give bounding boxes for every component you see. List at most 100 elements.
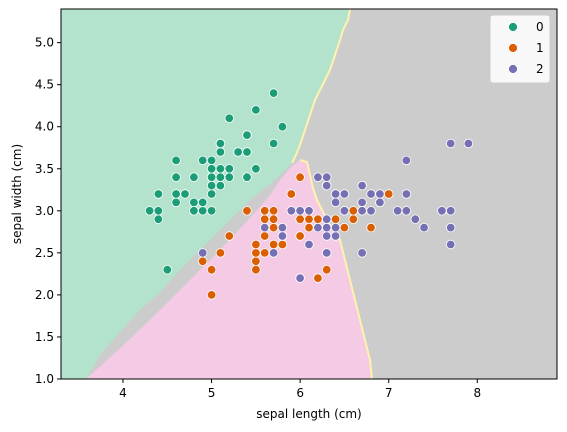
point-class-0 [171, 197, 181, 208]
x-tick-label: 5 [208, 386, 216, 400]
point-class-1 [260, 206, 270, 216]
point-class-1 [260, 214, 270, 224]
point-class-2 [366, 189, 376, 199]
legend-label-1: 1 [536, 41, 544, 55]
point-class-2 [322, 214, 332, 224]
point-class-1 [304, 214, 314, 224]
point-class-0 [153, 189, 164, 199]
point-class-0 [197, 197, 208, 208]
legend: 0 1 2 [489, 14, 551, 84]
point-class-1 [251, 256, 261, 267]
point-class-2 [277, 231, 288, 241]
point-class-2 [419, 222, 429, 233]
point-class-0 [144, 206, 155, 216]
point-class-1 [322, 265, 332, 275]
legend-label-2: 2 [536, 62, 544, 76]
y-tick-label: 2.5 [35, 246, 54, 260]
point-class-2 [375, 189, 385, 199]
point-class-2 [330, 197, 341, 208]
point-class-0 [197, 155, 208, 166]
boundary-0-1 [291, 9, 351, 164]
point-class-0 [206, 155, 217, 166]
point-class-2 [277, 222, 288, 233]
point-class-2 [446, 138, 456, 149]
x-tick-label: 6 [296, 386, 304, 400]
x-axis-label: sepal length (cm) [256, 407, 361, 421]
legend-marker-2 [508, 64, 518, 74]
point-class-1 [348, 214, 359, 224]
legend-marker-1 [508, 43, 518, 53]
y-tick-label: 2.0 [35, 288, 54, 302]
point-class-2 [392, 206, 403, 216]
point-class-1 [206, 290, 217, 300]
point-class-2 [410, 214, 421, 224]
point-class-0 [206, 172, 217, 182]
point-class-2 [357, 206, 367, 216]
point-class-2 [339, 189, 350, 199]
point-class-0 [277, 121, 288, 132]
point-class-2 [330, 231, 341, 241]
point-class-1 [251, 239, 261, 250]
point-class-1 [251, 248, 261, 258]
point-class-1 [260, 248, 270, 258]
y-tick-label: 3.0 [35, 204, 54, 218]
point-class-0 [224, 113, 235, 124]
point-class-0 [242, 130, 252, 140]
point-class-2 [437, 206, 447, 216]
point-class-1 [304, 222, 314, 233]
point-class-1 [313, 273, 323, 283]
y-tick-label: 5.0 [35, 36, 54, 50]
point-class-2 [304, 206, 314, 216]
point-class-1 [251, 265, 261, 275]
point-class-2 [375, 197, 385, 208]
y-tick-label: 1.5 [35, 330, 54, 344]
point-class-0 [180, 189, 190, 199]
point-class-0 [215, 172, 226, 182]
y-axis-ticks: 1.0 1.5 2.0 2.5 3.0 3.5 4.0 4.5 5.0 [35, 36, 61, 386]
point-class-0 [251, 105, 261, 115]
point-class-2 [463, 138, 474, 149]
region-0-area [61, 9, 350, 379]
legend-marker-0 [508, 22, 518, 32]
plot-frame [60, 8, 558, 380]
legend-label-0: 0 [536, 20, 544, 34]
x-tick-label: 7 [385, 386, 393, 400]
point-class-1 [206, 265, 217, 275]
point-class-1 [384, 189, 394, 199]
point-class-1 [197, 256, 208, 267]
point-class-0 [171, 155, 181, 166]
point-class-0 [242, 172, 252, 182]
point-class-2 [322, 222, 332, 233]
point-class-0 [189, 197, 199, 208]
point-class-1 [286, 189, 297, 199]
point-class-2 [295, 273, 305, 283]
point-class-0 [153, 206, 164, 216]
legend-box [489, 14, 551, 84]
point-class-2 [313, 222, 323, 233]
point-class-1 [339, 222, 350, 233]
point-class-2 [322, 231, 332, 241]
point-class-0 [171, 189, 181, 199]
point-class-1 [348, 206, 359, 216]
point-class-2 [357, 180, 367, 191]
point-class-1 [224, 231, 235, 241]
point-class-0 [251, 164, 261, 174]
point-class-2 [268, 248, 279, 258]
point-class-2 [446, 239, 456, 250]
point-class-2 [322, 248, 332, 258]
point-class-2 [286, 206, 297, 216]
y-tick-label: 3.5 [35, 162, 54, 176]
point-class-1 [295, 214, 305, 224]
y-tick-label: 4.0 [35, 120, 54, 134]
point-class-2 [446, 206, 456, 216]
point-class-2 [401, 155, 412, 166]
point-class-0 [189, 172, 199, 182]
point-class-1 [215, 248, 226, 258]
point-class-2 [260, 222, 270, 233]
point-class-1 [268, 222, 279, 233]
scatter-points [144, 88, 474, 300]
point-class-2 [313, 172, 323, 182]
boundary-1-2 [299, 159, 373, 379]
x-tick-label: 4 [119, 386, 127, 400]
